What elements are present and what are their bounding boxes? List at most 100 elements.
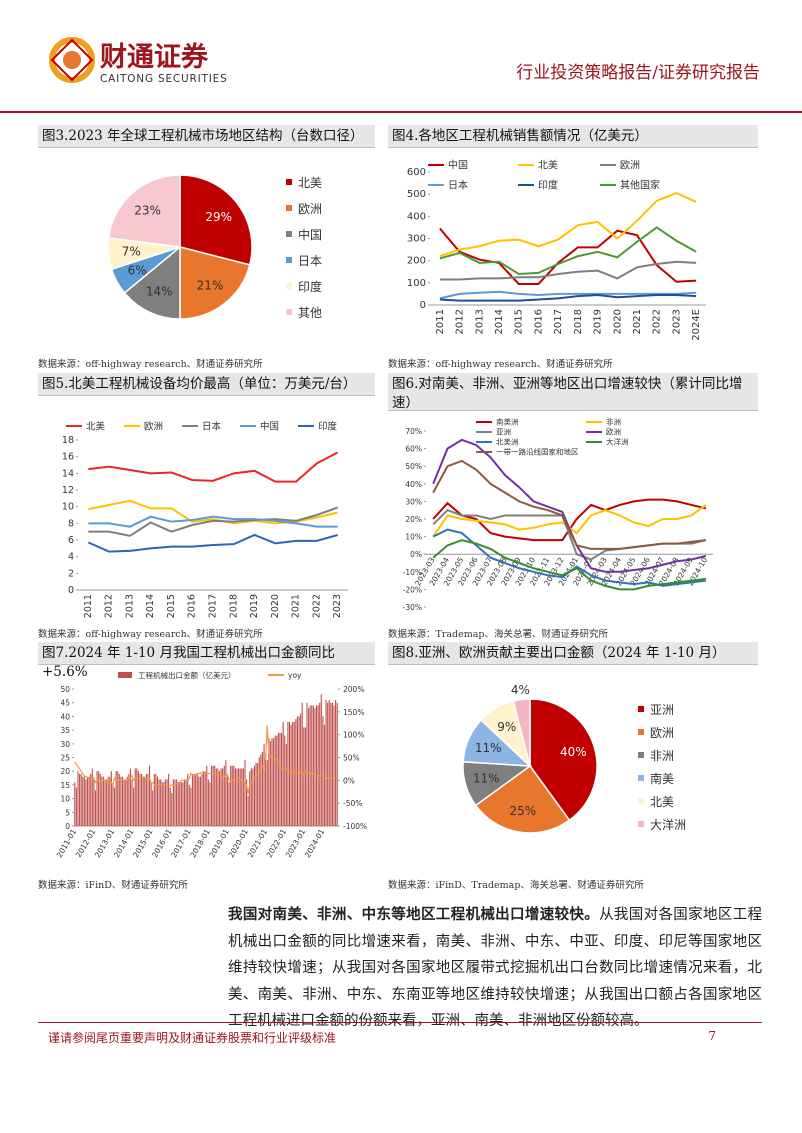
bar [333, 705, 335, 826]
bar [247, 795, 249, 826]
slice-label: 11% [475, 741, 502, 755]
bar [150, 782, 152, 826]
bar [327, 702, 329, 826]
legend-label: 一带一路沿线国家和地区 [496, 447, 579, 457]
bar [94, 790, 97, 826]
bar [242, 768, 244, 826]
chart: 0 5 10 15 20 25 30 35 40 45 50 -100% -50% 0% 50% 100% 15… [55, 670, 367, 859]
bar [153, 773, 155, 826]
y2-tick-label: 150% [343, 708, 364, 717]
legend-label: 其他 [298, 306, 322, 320]
bar [163, 782, 165, 826]
x-tick-label: 2016 [533, 309, 544, 334]
y-tick-label: 25 [60, 754, 70, 763]
legend-swatch [286, 205, 292, 211]
series-line [88, 515, 338, 528]
bar [101, 776, 103, 826]
bar [128, 773, 130, 826]
slice-label: 7% [122, 245, 141, 259]
x-tick-label: 2011 [83, 594, 94, 618]
y-tick-label: 14 [62, 468, 74, 479]
bar [147, 773, 149, 826]
y-tick-label: 40 [60, 712, 70, 721]
legend-label: 工程机械出口金额（亿美元） [138, 670, 236, 680]
y-tick-label: 16 [62, 452, 74, 463]
bar [257, 762, 259, 826]
legend-label: 日本 [202, 420, 222, 432]
bar [74, 782, 76, 826]
bar [88, 776, 90, 826]
bar [322, 716, 324, 826]
bar [85, 779, 87, 826]
bar [158, 779, 160, 826]
y2-tick-label: 100% [343, 731, 364, 740]
bar [238, 768, 240, 826]
legend-swatch [286, 283, 292, 289]
bar [269, 741, 271, 826]
bar [183, 779, 186, 826]
bar [125, 779, 127, 826]
legend-swatch [638, 752, 644, 758]
y-tick-label: 6 [68, 535, 74, 546]
series-line [439, 191, 697, 258]
bar [168, 773, 170, 826]
bar [225, 760, 227, 826]
bar [276, 735, 278, 826]
legend-label: 非洲 [606, 417, 621, 427]
figure-source: 数据来源：Trademap、海关总署、财通证券研究所 [388, 629, 608, 640]
bar [109, 776, 111, 826]
bar [193, 773, 195, 826]
bar [263, 743, 265, 826]
series-line [88, 451, 339, 483]
bar [98, 771, 100, 826]
legend-label: 非洲 [650, 749, 674, 763]
legend-label: 印度 [318, 420, 338, 432]
bar [236, 768, 238, 826]
x-tick-label: 2014 [145, 594, 156, 618]
bar [80, 773, 82, 826]
legend-label: 中国 [298, 227, 322, 242]
x-tick-label: 2018 [228, 594, 239, 618]
y-tick-label: 12 [62, 485, 74, 496]
y-tick-label: 0 [68, 585, 74, 596]
bar [115, 771, 117, 826]
bar [137, 771, 139, 826]
bar [328, 699, 330, 826]
legend-label: yoy [288, 671, 302, 680]
y-tick-label: 200 [407, 256, 426, 267]
y-tick-label: 2 [68, 568, 74, 579]
bar [260, 754, 262, 826]
y2-tick-label: 200% [343, 685, 364, 694]
bar [141, 773, 143, 826]
bar [144, 776, 146, 826]
bar [228, 782, 230, 826]
legend-label: 大洋洲 [606, 437, 629, 447]
bar [133, 787, 135, 826]
x-tick-label: 2022 [311, 594, 322, 618]
x-tick-label: 2013 [124, 594, 135, 618]
bar [249, 771, 251, 826]
bar [155, 773, 157, 826]
bar [214, 765, 216, 826]
y-tick-label: 18 [62, 435, 74, 446]
bar [96, 771, 98, 826]
bar [320, 694, 322, 826]
series-line [432, 438, 707, 573]
bar [325, 699, 327, 826]
legend-label: 欧洲 [298, 202, 322, 216]
bar [91, 768, 93, 826]
series-line [439, 294, 697, 302]
page-number: 7 [708, 1029, 716, 1043]
figure-source: 数据来源：off-highway research、财通证券研究所 [38, 629, 263, 640]
bar [231, 765, 233, 826]
legend-swatch [638, 775, 644, 781]
bar [201, 773, 203, 826]
bar [312, 705, 314, 826]
bar [314, 708, 316, 826]
bar [271, 738, 273, 826]
y-tick-label: 400 [407, 211, 426, 222]
y-tick-label: 300 [407, 234, 426, 245]
bar [287, 721, 289, 826]
bar [156, 776, 159, 826]
bar [185, 779, 187, 826]
